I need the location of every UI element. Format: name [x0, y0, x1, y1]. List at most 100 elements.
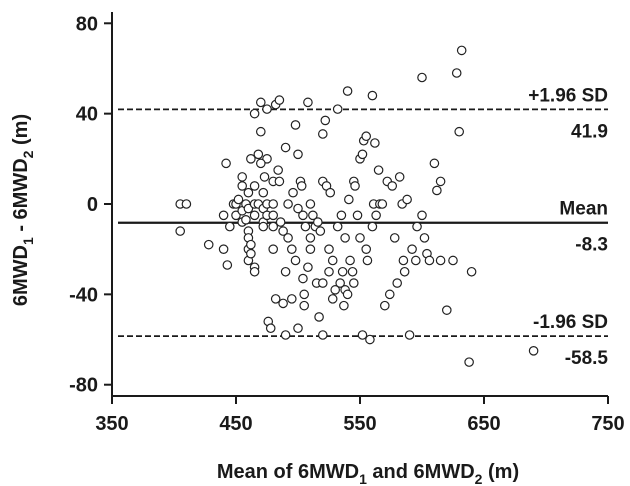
data-point [320, 115, 331, 126]
data-point [464, 357, 474, 367]
data-point [392, 278, 402, 288]
data-point [249, 108, 260, 119]
data-point [367, 90, 378, 101]
reference-labels: +1.96 SD 41.9 Mean -8.3 -1.96 SD -58.5 [528, 85, 608, 369]
data-point [288, 187, 298, 198]
data-point [317, 330, 328, 340]
data-point [259, 172, 270, 182]
data-point [280, 266, 291, 277]
data-point [255, 97, 266, 108]
axes: -80 -40 0 40 80 350 450 550 650 750 [69, 12, 625, 435]
data-point [296, 181, 307, 191]
data-point [451, 68, 462, 78]
data-point [387, 181, 398, 191]
data-point [270, 294, 281, 304]
data-point [305, 199, 316, 209]
data-point [348, 278, 359, 288]
data-point [303, 262, 313, 273]
data-point [265, 323, 276, 334]
y-axis-title-sub2: 2 [20, 150, 36, 158]
y-tick-label: -40 [69, 284, 98, 306]
data-point [456, 45, 467, 56]
data-point [175, 226, 185, 236]
y-axis-title: 6MWD1 - 6MWD2 (m) [10, 114, 36, 306]
data-point [417, 210, 427, 221]
data-point [435, 176, 446, 187]
x-axis-title-sub2: 2 [475, 471, 483, 486]
data-point [278, 298, 288, 309]
y-axis-title-sub1: 1 [20, 237, 36, 245]
data-point [371, 210, 381, 221]
data-point [313, 217, 323, 227]
data-point [303, 97, 313, 108]
x-tick-label: 550 [343, 413, 376, 435]
data-point [218, 210, 229, 221]
y-axis-title-mid: - 6MWD [10, 158, 32, 237]
ref-value-upper: 41.9 [571, 121, 608, 142]
data-point [293, 203, 303, 214]
data-point [237, 172, 247, 182]
data-point [441, 305, 452, 315]
data-point [432, 185, 442, 196]
data-point [424, 255, 435, 266]
data-point [258, 187, 269, 198]
data-point [314, 312, 324, 322]
data-point [327, 255, 338, 266]
data-point [394, 172, 405, 182]
data-point [243, 187, 254, 198]
data-point [255, 126, 266, 137]
y-tick-label: -80 [69, 375, 98, 397]
data-point [255, 158, 266, 169]
data-point [308, 210, 318, 221]
y-tick-label: 80 [76, 13, 98, 35]
data-point [412, 221, 422, 232]
data-point [305, 233, 316, 243]
data-point [325, 187, 336, 198]
data-point [278, 226, 288, 236]
data-point [340, 233, 350, 243]
data-point [417, 72, 427, 83]
x-tick-label: 450 [219, 413, 252, 435]
y-axis-title-prefix: 6MWD [10, 245, 32, 306]
x-tick-label: 750 [591, 413, 624, 435]
data-point [384, 289, 395, 300]
data-point [299, 289, 309, 300]
data-point [237, 181, 247, 191]
data-point [273, 165, 283, 175]
ref-value-mean: -8.3 [575, 235, 608, 256]
data-point [253, 149, 264, 160]
ref-value-lower: -58.5 [565, 348, 609, 369]
data-point [398, 255, 409, 266]
data-point [268, 199, 278, 209]
data-point [246, 154, 256, 164]
data-points [175, 45, 539, 367]
y-tick-label: 40 [76, 104, 98, 126]
data-point [280, 330, 291, 340]
data-point [342, 289, 353, 300]
data-point [268, 221, 278, 232]
data-point [339, 300, 349, 311]
data-point [347, 266, 358, 277]
data-point [352, 210, 363, 221]
data-point [337, 266, 348, 277]
data-point [327, 294, 338, 304]
data-point [344, 194, 354, 205]
y-tick-label: 0 [87, 194, 98, 216]
data-point [345, 255, 355, 266]
data-point [410, 255, 421, 266]
data-point [315, 226, 326, 236]
data-point [342, 86, 353, 96]
ref-label-upper: +1.96 SD [528, 85, 608, 106]
data-point [357, 149, 368, 160]
data-point [298, 210, 308, 221]
data-point [317, 129, 328, 139]
data-point [181, 199, 192, 209]
data-point [350, 181, 360, 191]
x-axis-title-prefix: Mean of 6MWD [217, 461, 359, 483]
data-point [262, 104, 272, 114]
x-axis-title-suffix: (m) [482, 461, 519, 483]
data-point [324, 244, 334, 254]
ref-label-mean: Mean [559, 199, 608, 220]
x-axis-title-mid: and 6MWD [367, 461, 475, 483]
data-point [373, 165, 384, 175]
